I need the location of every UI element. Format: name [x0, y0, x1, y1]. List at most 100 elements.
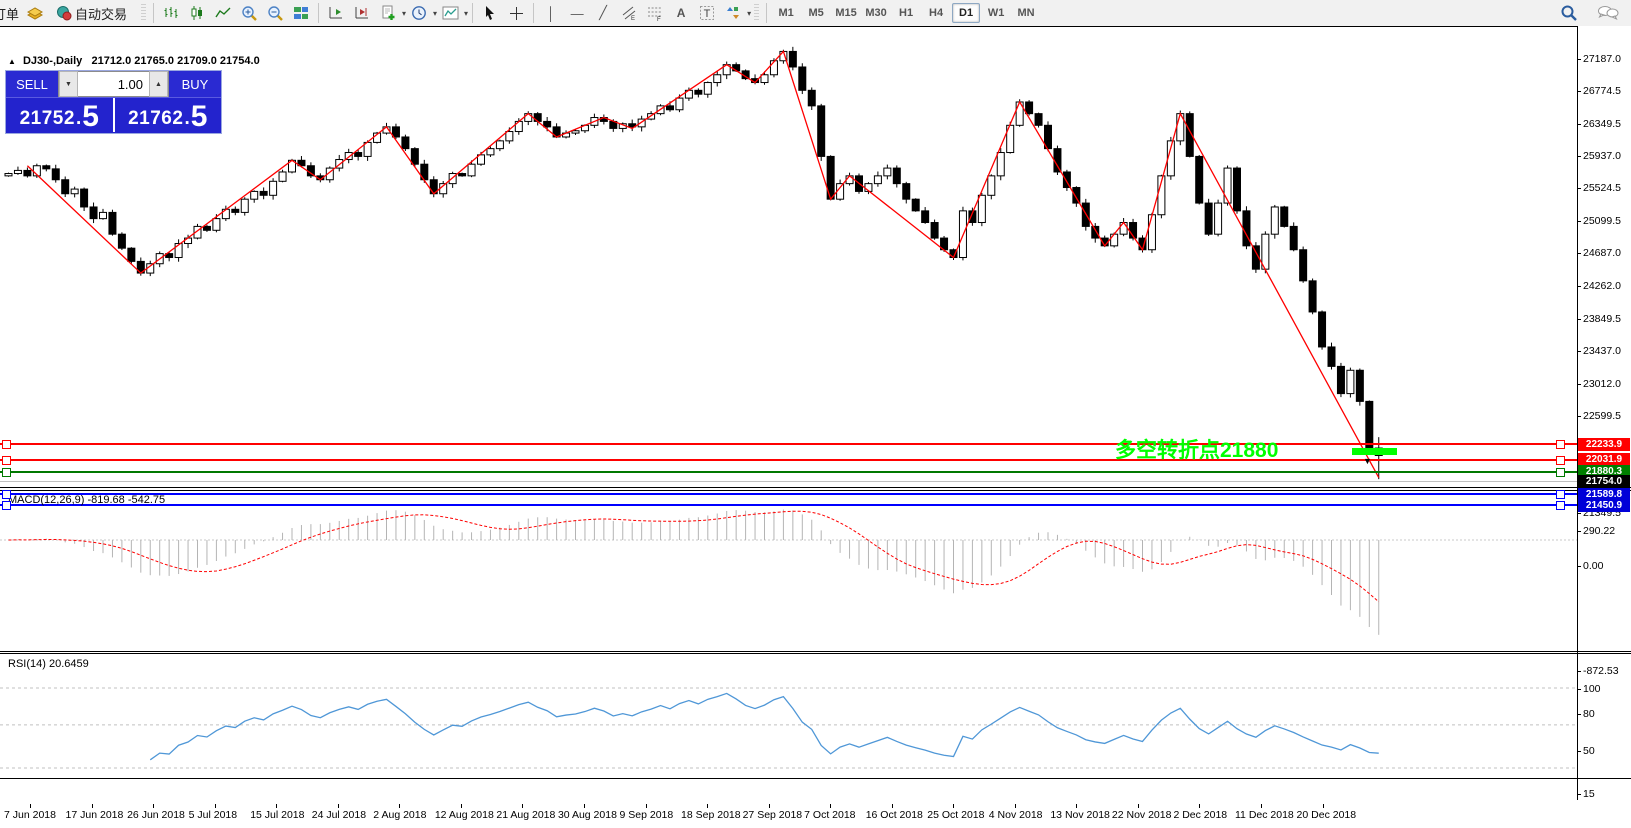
macd-tick-tick [1577, 566, 1581, 567]
periods-dropdown[interactable]: ▾ [433, 8, 438, 18]
symbol-period-label: DJ30-,Daily [22, 55, 83, 67]
hline-21880.3[interactable] [0, 470, 1577, 473]
line-chart-icon[interactable] [211, 1, 235, 25]
collapse-arrow-icon[interactable]: ▲ [8, 57, 16, 66]
macd-panel-bottom[interactable] [0, 651, 1631, 652]
tf-m15[interactable]: M15 [835, 7, 857, 19]
volume-down-button[interactable]: ▼ [59, 71, 78, 97]
rsi-panel-top[interactable] [0, 653, 1631, 654]
date-tick [645, 804, 647, 808]
auto-scroll-icon[interactable] [350, 1, 374, 25]
svg-text:F: F [657, 17, 661, 21]
periods-clock-icon[interactable] [407, 1, 431, 25]
date-label: 24 Jul 2018 [311, 809, 367, 821]
hline-handle[interactable] [2, 501, 11, 511]
volume-up-button[interactable]: ▲ [149, 71, 168, 97]
crosshair-icon[interactable] [504, 1, 528, 25]
down-arrow-marker[interactable]: ▼ [1363, 456, 1372, 466]
top-toolbar: 订单 自动交易 [0, 0, 1631, 27]
tf-h1[interactable]: H1 [899, 7, 914, 19]
text-label-icon[interactable]: T [695, 1, 719, 25]
buy-button[interactable]: BUY [169, 71, 221, 97]
price-tick-tick [1577, 59, 1581, 60]
hline-22233.9[interactable] [0, 443, 1577, 446]
sell-button[interactable]: SELL [6, 71, 58, 97]
tf-mn[interactable]: MN [1017, 7, 1035, 19]
chart-window[interactable]: ▲ DJ30-,Daily 21712.0 21765.0 21709.0 21… [0, 26, 1631, 828]
hline-handle[interactable] [2, 490, 11, 500]
chat-icon[interactable] [1596, 1, 1620, 25]
tf-h4[interactable]: H4 [929, 7, 944, 19]
fibonacci-icon[interactable]: F [643, 1, 667, 25]
tile-windows-icon[interactable] [289, 1, 313, 25]
main-panel-bottom[interactable] [0, 487, 1631, 488]
date-label: 26 Jun 2018 [127, 809, 185, 821]
shift-chart-icon[interactable] [324, 1, 348, 25]
orders-button[interactable]: 订单 [0, 6, 20, 22]
date-tick [522, 804, 524, 808]
macd-tick-tick [1577, 671, 1581, 673]
quote-header[interactable]: ▲ DJ30-,Daily 21712.0 21765.0 21709.0 21… [8, 55, 260, 67]
hline-handle[interactable] [2, 467, 11, 477]
date-tick [830, 804, 832, 808]
buy-price[interactable]: 21762. 5 [128, 100, 208, 133]
date-label: 5 Jul 2018 [188, 809, 238, 821]
date-label: 12 Aug 2018 [434, 809, 494, 821]
volume-input[interactable]: 1.00 [117, 76, 143, 92]
candlestick-chart-icon[interactable] [185, 1, 209, 25]
tf-m5[interactable]: M5 [808, 7, 824, 19]
vertical-line-icon[interactable]: │ [547, 5, 556, 21]
cursor-icon[interactable] [478, 1, 502, 25]
date-tick [768, 804, 770, 808]
arrows-dropdown[interactable]: ▾ [747, 8, 752, 18]
hline-22031.9[interactable] [0, 458, 1577, 461]
new-chart-icon[interactable] [376, 1, 400, 25]
price-tag-21589.8: 21589.8 [1578, 487, 1630, 501]
tf-w1[interactable]: W1 [987, 7, 1005, 19]
chart-frame-top [0, 26, 1578, 27]
bar-chart-icon[interactable] [159, 1, 183, 25]
horizontal-line-icon[interactable]: — [570, 5, 584, 21]
hline-21589.8[interactable] [0, 493, 1577, 496]
pivot-marker-bar[interactable] [1352, 448, 1397, 455]
hline-handle[interactable] [1556, 501, 1565, 511]
hline-handle[interactable] [2, 440, 11, 450]
hline-handle[interactable] [1556, 440, 1565, 450]
hline-handle[interactable] [2, 455, 11, 465]
hline-21754.0[interactable] [0, 481, 1577, 482]
macd-panel-top[interactable] [0, 490, 1631, 491]
date-tick [1322, 804, 1324, 808]
axis-separator[interactable] [1577, 26, 1578, 800]
hline-21450.9[interactable] [0, 504, 1577, 507]
date-tick [1014, 804, 1016, 808]
pivot-annotation-text[interactable]: 多空转折点21880 [1115, 439, 1279, 462]
hline-handle[interactable] [1556, 467, 1565, 477]
new-order-icon[interactable] [23, 1, 47, 25]
new-chart-dropdown[interactable]: ▾ [402, 8, 407, 18]
sell-price[interactable]: 21752. 5 [6, 98, 115, 132]
zoom-in-icon[interactable] [237, 1, 261, 25]
macd-label: MACD(12,26,9) -819.68 -542.75 [8, 494, 166, 506]
date-tick [583, 804, 585, 808]
price-tag-22031.9: 22031.9 [1578, 453, 1630, 467]
tf-m1[interactable]: M1 [778, 7, 794, 19]
text-icon[interactable]: A [676, 6, 686, 20]
tf-d1[interactable]: D1 [952, 3, 981, 23]
macd-tick: 0.00 [1583, 560, 1604, 572]
arrows-tool-icon[interactable] [721, 1, 745, 25]
indicators-icon[interactable] [438, 1, 462, 25]
zoom-out-icon[interactable] [263, 1, 287, 25]
time-axis[interactable]: 7 Jun 2018 17 Jun 2018 26 Jun 2018 5 Jul 20… [0, 804, 1631, 828]
trendline-icon[interactable]: ╱ [599, 5, 607, 20]
indicators-dropdown[interactable]: ▾ [464, 8, 469, 18]
price-axis[interactable]: 27187.0 26774.5 26349.5 25937.0 25524.5 25099… [1577, 52, 1631, 826]
rsi-tick: 50 [1583, 744, 1595, 757]
equidistant-channel-icon[interactable]: E [617, 1, 641, 25]
search-icon[interactable] [1557, 1, 1581, 25]
macd-tick: 290.22 [1583, 525, 1616, 538]
price-chart-canvas[interactable] [0, 26, 1631, 813]
hline-handle[interactable] [1556, 455, 1565, 465]
tf-m30[interactable]: M30 [865, 7, 887, 19]
autotrade-button[interactable]: 自动交易 [49, 1, 137, 25]
hline-handle[interactable] [1556, 490, 1565, 500]
